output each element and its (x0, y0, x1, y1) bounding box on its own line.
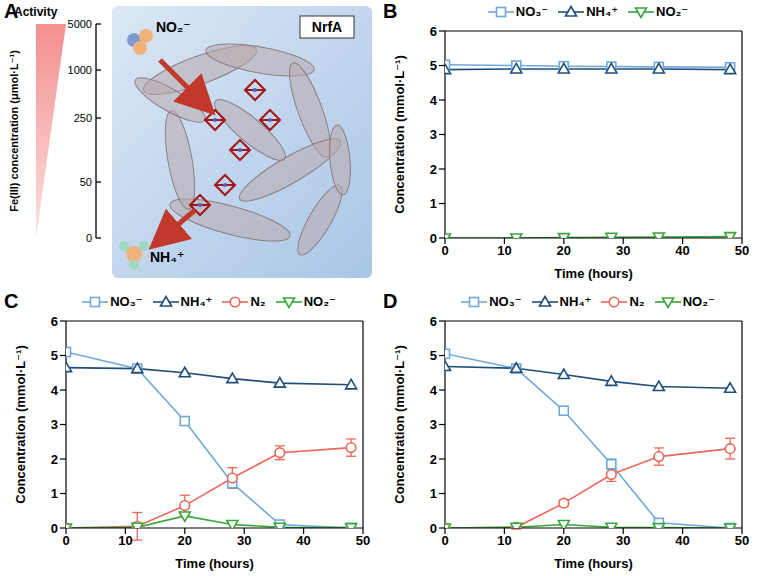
svg-text:Time (hours): Time (hours) (554, 266, 633, 281)
svg-text:4: 4 (51, 383, 59, 398)
svg-text:NrfA: NrfA (312, 19, 342, 35)
svg-text:0: 0 (62, 533, 69, 548)
html-text:NO₂⁻: NO₂⁻ (303, 294, 336, 309)
svg-text:1: 1 (430, 486, 437, 501)
svg-text:50: 50 (735, 243, 749, 258)
html-text:NH₄⁺: NH₄⁺ (559, 294, 592, 309)
svg-text:5000: 5000 (68, 18, 92, 30)
svg-text:3: 3 (430, 127, 437, 142)
svg-text:0: 0 (51, 521, 58, 536)
svg-text:5: 5 (430, 58, 437, 73)
svg-text:1: 1 (51, 486, 58, 501)
svg-text:50: 50 (80, 176, 92, 188)
svg-text:6: 6 (430, 24, 437, 39)
svg-text:5: 5 (51, 348, 58, 363)
svg-text:30: 30 (616, 533, 630, 548)
html-text:NO₂⁻: NO₂⁻ (682, 294, 715, 309)
svg-text:30: 30 (616, 243, 630, 258)
svg-text:250: 250 (74, 112, 92, 124)
svg-text:5: 5 (430, 348, 437, 363)
html-text:NO₃⁻: NO₃⁻ (110, 294, 143, 309)
svg-text:6: 6 (51, 314, 58, 329)
svg-text:Concentration (mmol·L⁻¹): Concentration (mmol·L⁻¹) (392, 55, 407, 214)
svg-text:3: 3 (51, 417, 58, 432)
svg-text:1: 1 (430, 196, 437, 211)
html-text:NO₃⁻: NO₃⁻ (489, 294, 522, 309)
svg-text:Time (hours): Time (hours) (554, 556, 633, 571)
html-text:D: D (383, 290, 398, 312)
html-text:N₂: N₂ (629, 294, 645, 309)
html-text:A: A (4, 0, 19, 22)
svg-text:NO₂⁻: NO₂⁻ (156, 19, 191, 35)
svg-text:Concentration (mmol·L⁻¹): Concentration (mmol·L⁻¹) (392, 345, 407, 504)
svg-text:Time (hours): Time (hours) (175, 556, 254, 571)
svg-text:40: 40 (675, 243, 689, 258)
svg-text:NH₄⁺: NH₄⁺ (150, 249, 184, 265)
svg-text:Concentration (mmol·L⁻¹): Concentration (mmol·L⁻¹) (13, 345, 28, 504)
html-text:C: C (4, 290, 19, 312)
svg-text:20: 20 (557, 243, 571, 258)
html-text:NO₂⁻: NO₂⁻ (656, 4, 689, 19)
svg-text:10: 10 (497, 533, 511, 548)
svg-text:0: 0 (430, 521, 437, 536)
svg-text:0: 0 (430, 231, 437, 246)
html-text:N₂: N₂ (250, 294, 266, 309)
svg-text:10: 10 (497, 243, 511, 258)
svg-text:50: 50 (356, 533, 370, 548)
html-text:NH₄⁺: NH₄⁺ (586, 4, 618, 19)
svg-text:30: 30 (237, 533, 251, 548)
svg-text:0: 0 (441, 533, 448, 548)
svg-text:40: 40 (296, 533, 310, 548)
svg-text:20: 20 (557, 533, 571, 548)
svg-text:Fe(III) concentration (μmol·L⁻: Fe(III) concentration (μmol·L⁻¹) (8, 50, 20, 212)
svg-text:1000: 1000 (68, 64, 92, 76)
svg-text:0: 0 (441, 243, 448, 258)
html-text:B: B (383, 0, 398, 22)
svg-text:2: 2 (430, 452, 437, 467)
svg-text:40: 40 (675, 533, 689, 548)
html-text:NH₄⁺: NH₄⁺ (180, 294, 213, 309)
svg-text:6: 6 (430, 314, 437, 329)
svg-text:4: 4 (430, 383, 438, 398)
svg-text:2: 2 (51, 452, 58, 467)
svg-text:2: 2 (430, 162, 437, 177)
svg-text:50: 50 (735, 533, 749, 548)
svg-text:0: 0 (86, 232, 92, 244)
svg-text:20: 20 (178, 533, 192, 548)
svg-text:3: 3 (430, 417, 437, 432)
svg-text:10: 10 (118, 533, 132, 548)
svg-text:4: 4 (430, 93, 438, 108)
html-text:NO₃⁻: NO₃⁻ (515, 4, 549, 19)
svg-text:Activity: Activity (14, 5, 58, 19)
